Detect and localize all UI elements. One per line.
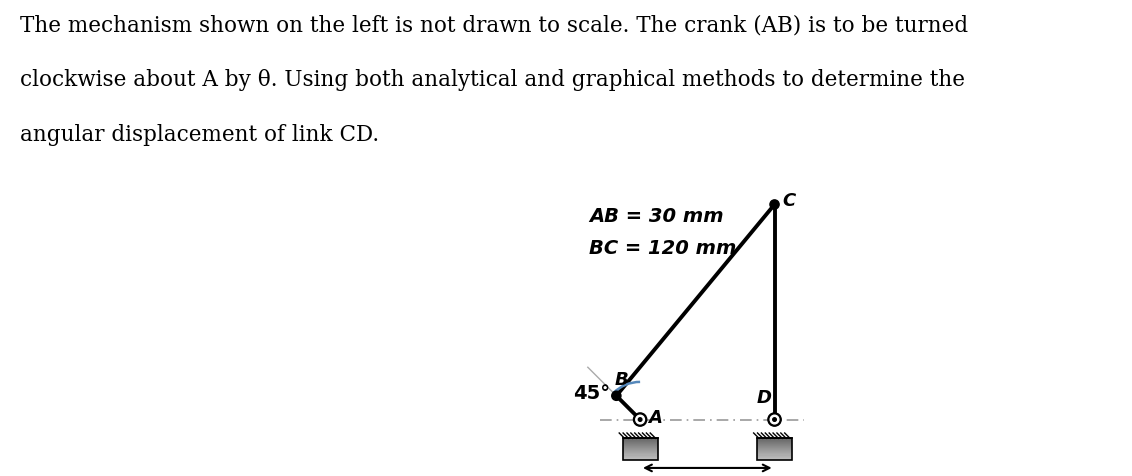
Circle shape <box>767 413 781 426</box>
Bar <box>623 445 658 446</box>
Circle shape <box>770 200 779 209</box>
Bar <box>623 448 658 449</box>
Circle shape <box>636 416 644 424</box>
Text: The mechanism shown on the left is not drawn to scale. The crank (AB) is to be t: The mechanism shown on the left is not d… <box>20 14 969 36</box>
Text: C: C <box>782 192 796 210</box>
Bar <box>757 444 792 445</box>
Bar <box>757 451 792 452</box>
Circle shape <box>611 391 621 400</box>
Bar <box>757 443 792 444</box>
Bar <box>623 454 658 455</box>
Text: B: B <box>615 370 628 388</box>
Bar <box>757 450 792 451</box>
Bar <box>623 458 658 459</box>
Bar <box>623 451 658 452</box>
Text: BC = 120 mm: BC = 120 mm <box>589 238 737 258</box>
Bar <box>623 449 658 450</box>
Circle shape <box>638 418 642 421</box>
Bar <box>623 450 658 451</box>
Bar <box>623 455 658 456</box>
Bar <box>757 452 792 454</box>
Bar <box>757 442 792 443</box>
Bar <box>623 439 658 441</box>
Bar <box>623 452 658 454</box>
Text: 45°: 45° <box>574 383 610 402</box>
Bar <box>623 444 658 445</box>
Text: D: D <box>756 388 771 406</box>
Bar <box>757 439 792 441</box>
Bar <box>623 456 658 458</box>
Text: AB = 30 mm: AB = 30 mm <box>589 206 723 225</box>
Bar <box>757 448 792 449</box>
Bar <box>623 446 658 447</box>
Text: A: A <box>649 408 662 426</box>
Bar <box>757 455 792 456</box>
Circle shape <box>634 413 646 426</box>
Bar <box>623 442 658 443</box>
Text: clockwise about A by θ. Using both analytical and graphical methods to determine: clockwise about A by θ. Using both analy… <box>20 69 966 91</box>
Bar <box>757 456 792 458</box>
Bar <box>757 459 792 460</box>
Bar <box>623 443 658 444</box>
Bar <box>623 438 658 460</box>
Bar <box>757 438 792 460</box>
Bar <box>623 441 658 442</box>
Bar <box>623 459 658 460</box>
Bar <box>623 438 658 439</box>
Text: angular displacement of link CD.: angular displacement of link CD. <box>20 124 379 146</box>
Circle shape <box>770 416 779 424</box>
Bar <box>757 449 792 450</box>
Bar <box>757 438 792 439</box>
Bar <box>757 446 792 447</box>
Bar <box>623 447 658 448</box>
Bar <box>757 441 792 442</box>
Bar <box>757 454 792 455</box>
Bar <box>757 447 792 448</box>
Bar <box>757 445 792 446</box>
Bar <box>757 458 792 459</box>
Circle shape <box>773 418 777 421</box>
